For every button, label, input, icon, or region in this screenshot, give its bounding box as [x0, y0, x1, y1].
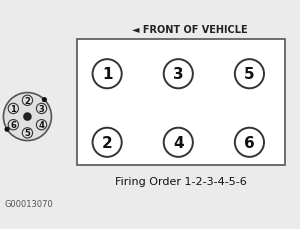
Text: 3: 3 — [173, 67, 184, 82]
Text: Firing Order 1-2-3-4-5-6: Firing Order 1-2-3-4-5-6 — [115, 176, 247, 186]
Circle shape — [93, 128, 122, 157]
Circle shape — [22, 128, 33, 138]
Text: 6: 6 — [244, 135, 255, 150]
Text: 1: 1 — [102, 67, 112, 82]
Circle shape — [8, 120, 19, 130]
Text: G00013070: G00013070 — [4, 199, 53, 208]
Text: 4: 4 — [39, 121, 44, 130]
Circle shape — [22, 96, 33, 106]
Text: 2: 2 — [102, 135, 112, 150]
Text: 5: 5 — [244, 67, 255, 82]
Circle shape — [164, 128, 193, 157]
Circle shape — [235, 60, 264, 89]
Text: ◄ FRONT OF VEHICLE: ◄ FRONT OF VEHICLE — [132, 25, 247, 35]
Text: 2: 2 — [25, 96, 30, 105]
Circle shape — [93, 60, 122, 89]
Circle shape — [42, 98, 47, 103]
Circle shape — [235, 128, 264, 157]
Circle shape — [36, 104, 47, 114]
Circle shape — [164, 60, 193, 89]
Text: 3: 3 — [39, 104, 44, 113]
Circle shape — [23, 113, 32, 121]
Text: 5: 5 — [25, 129, 30, 138]
Circle shape — [4, 127, 10, 132]
Text: 1: 1 — [11, 104, 16, 113]
Circle shape — [36, 120, 47, 130]
Text: 6: 6 — [11, 121, 16, 130]
Bar — [77, 40, 285, 166]
Circle shape — [8, 104, 19, 114]
Circle shape — [3, 93, 51, 141]
Text: 4: 4 — [173, 135, 184, 150]
